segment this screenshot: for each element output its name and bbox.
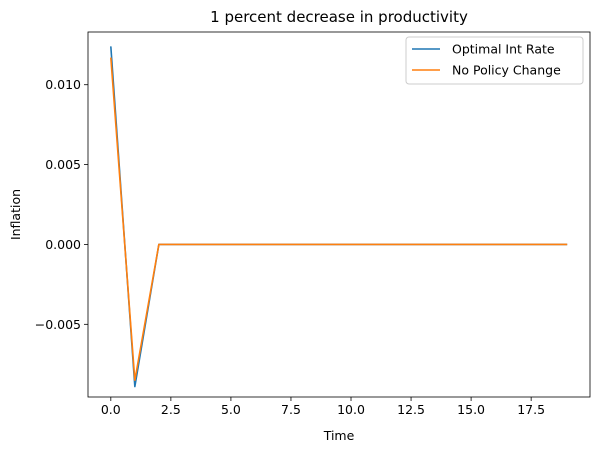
series-line-1 <box>110 57 568 382</box>
plot-frame <box>87 31 591 398</box>
chart-title: 1 percent decrease in productivity <box>210 8 468 26</box>
series-lines <box>110 46 568 388</box>
legend-box <box>405 36 584 85</box>
y-tick-label: 0.010 <box>45 77 81 92</box>
legend-label: Optimal Int Rate <box>452 42 555 57</box>
y-axis-ticks: 0.010 0.005 0.000 −0.005 <box>35 77 88 332</box>
x-tick-label: 2.5 <box>161 402 181 417</box>
y-tick-label: 0.005 <box>45 157 81 172</box>
x-tick-label: 7.5 <box>281 402 301 417</box>
x-axis-label: Time <box>323 428 355 443</box>
y-tick-label: −0.005 <box>35 317 81 332</box>
legend-label: No Policy Change <box>452 63 561 78</box>
x-tick-label: 0.0 <box>101 402 121 417</box>
y-axis-label: Inflation <box>8 189 23 240</box>
x-axis-ticks: 0.0 2.5 5.0 7.5 10.0 12.5 15.0 17.5 <box>101 397 545 417</box>
x-tick-label: 15.0 <box>457 402 485 417</box>
y-tick-label: 0.000 <box>45 237 81 252</box>
x-tick-label: 12.5 <box>397 402 425 417</box>
x-tick-label: 10.0 <box>337 402 365 417</box>
x-tick-label: 5.0 <box>221 402 241 417</box>
legend: Optimal Int Rate No Policy Change <box>405 36 584 85</box>
series-line-0 <box>110 46 568 388</box>
x-tick-label: 17.5 <box>517 402 545 417</box>
